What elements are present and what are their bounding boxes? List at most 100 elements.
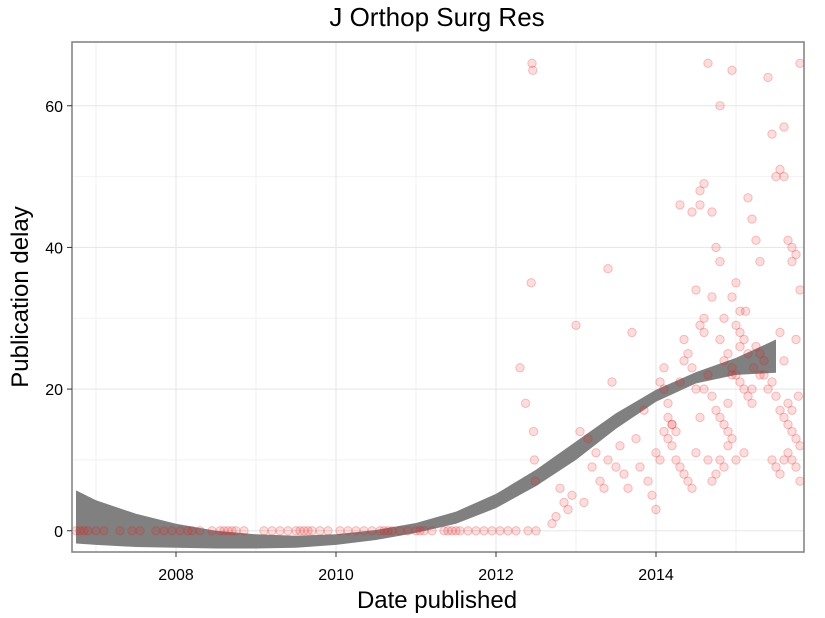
data-point	[715, 334, 725, 345]
data-point	[771, 391, 781, 401]
data-point	[791, 462, 801, 472]
data-points	[71, 58, 805, 536]
data-point	[707, 207, 717, 217]
data-point	[627, 327, 637, 338]
data-point	[743, 391, 753, 401]
data-point	[599, 483, 609, 493]
plot-border	[71, 41, 805, 553]
data-point	[735, 306, 745, 316]
data-point	[711, 242, 721, 253]
data-point	[495, 526, 505, 536]
data-point	[528, 426, 539, 437]
y-tick-label: 0	[54, 524, 63, 541]
data-point	[671, 426, 681, 437]
plot-background	[72, 42, 804, 552]
data-point	[743, 193, 753, 203]
data-point	[239, 526, 249, 536]
data-point	[675, 200, 685, 210]
data-point	[703, 58, 713, 68]
data-point	[791, 249, 801, 260]
data-point	[299, 526, 309, 536]
data-point	[735, 341, 745, 352]
data-point	[703, 370, 713, 380]
x-tick-label: 2010	[318, 567, 354, 584]
data-point	[651, 504, 661, 515]
plot-panel	[71, 41, 805, 553]
data-point	[711, 405, 721, 415]
data-point	[343, 526, 353, 536]
data-point	[415, 526, 425, 536]
y-tick-label: 60	[45, 99, 63, 116]
data-point	[395, 526, 405, 536]
data-point	[731, 370, 741, 380]
data-point	[767, 377, 777, 387]
chart-title: J Orthop Surg Res	[329, 2, 544, 32]
data-point	[528, 65, 538, 76]
data-point	[451, 526, 461, 536]
data-point	[79, 526, 89, 536]
data-point	[699, 313, 709, 323]
data-point	[439, 526, 449, 536]
data-point	[663, 434, 673, 444]
data-point	[379, 526, 389, 536]
data-point	[223, 526, 233, 536]
data-point	[739, 448, 749, 458]
y-tick-label: 40	[45, 240, 63, 257]
data-point	[187, 526, 197, 536]
data-point	[215, 526, 225, 536]
data-point	[655, 455, 665, 465]
data-point	[779, 412, 789, 423]
data-point	[323, 526, 333, 536]
data-point	[735, 377, 745, 387]
data-point	[135, 526, 145, 536]
data-point	[183, 526, 193, 536]
data-point	[679, 334, 689, 345]
x-tick-label: 2012	[478, 567, 514, 584]
data-point	[691, 384, 701, 394]
data-point	[643, 476, 653, 486]
data-point	[527, 58, 537, 68]
data-point	[739, 334, 749, 345]
data-point	[735, 327, 745, 338]
data-point	[787, 405, 797, 415]
data-point	[775, 327, 785, 338]
data-point	[795, 285, 805, 295]
data-point	[695, 412, 705, 423]
data-point	[275, 526, 285, 536]
data-point	[783, 419, 793, 430]
data-point	[747, 384, 757, 394]
data-point	[283, 526, 293, 536]
y-tick-label: 20	[45, 382, 63, 399]
data-point	[575, 426, 585, 437]
data-point	[727, 370, 737, 380]
data-point	[747, 214, 757, 224]
data-point	[443, 526, 453, 536]
data-point	[291, 526, 301, 536]
data-point	[707, 476, 717, 486]
data-point	[91, 526, 101, 536]
data-point	[783, 398, 793, 408]
data-point	[520, 398, 531, 408]
data-point	[615, 441, 625, 451]
data-point	[647, 490, 657, 500]
data-point	[563, 504, 573, 515]
data-point	[503, 526, 513, 536]
data-point	[447, 526, 457, 536]
data-point	[655, 377, 665, 387]
data-point	[659, 363, 669, 373]
data-point	[587, 462, 597, 472]
data-point	[727, 434, 737, 444]
data-point	[383, 526, 393, 536]
data-point	[487, 526, 497, 536]
data-point	[715, 455, 725, 465]
data-point	[227, 526, 237, 536]
data-point	[195, 526, 205, 536]
data-point	[787, 256, 797, 267]
data-point	[703, 455, 713, 465]
data-point	[711, 469, 721, 479]
data-point	[579, 497, 589, 508]
data-point	[307, 526, 317, 536]
data-point	[623, 483, 633, 493]
data-point	[755, 256, 765, 267]
data-point	[751, 235, 761, 246]
